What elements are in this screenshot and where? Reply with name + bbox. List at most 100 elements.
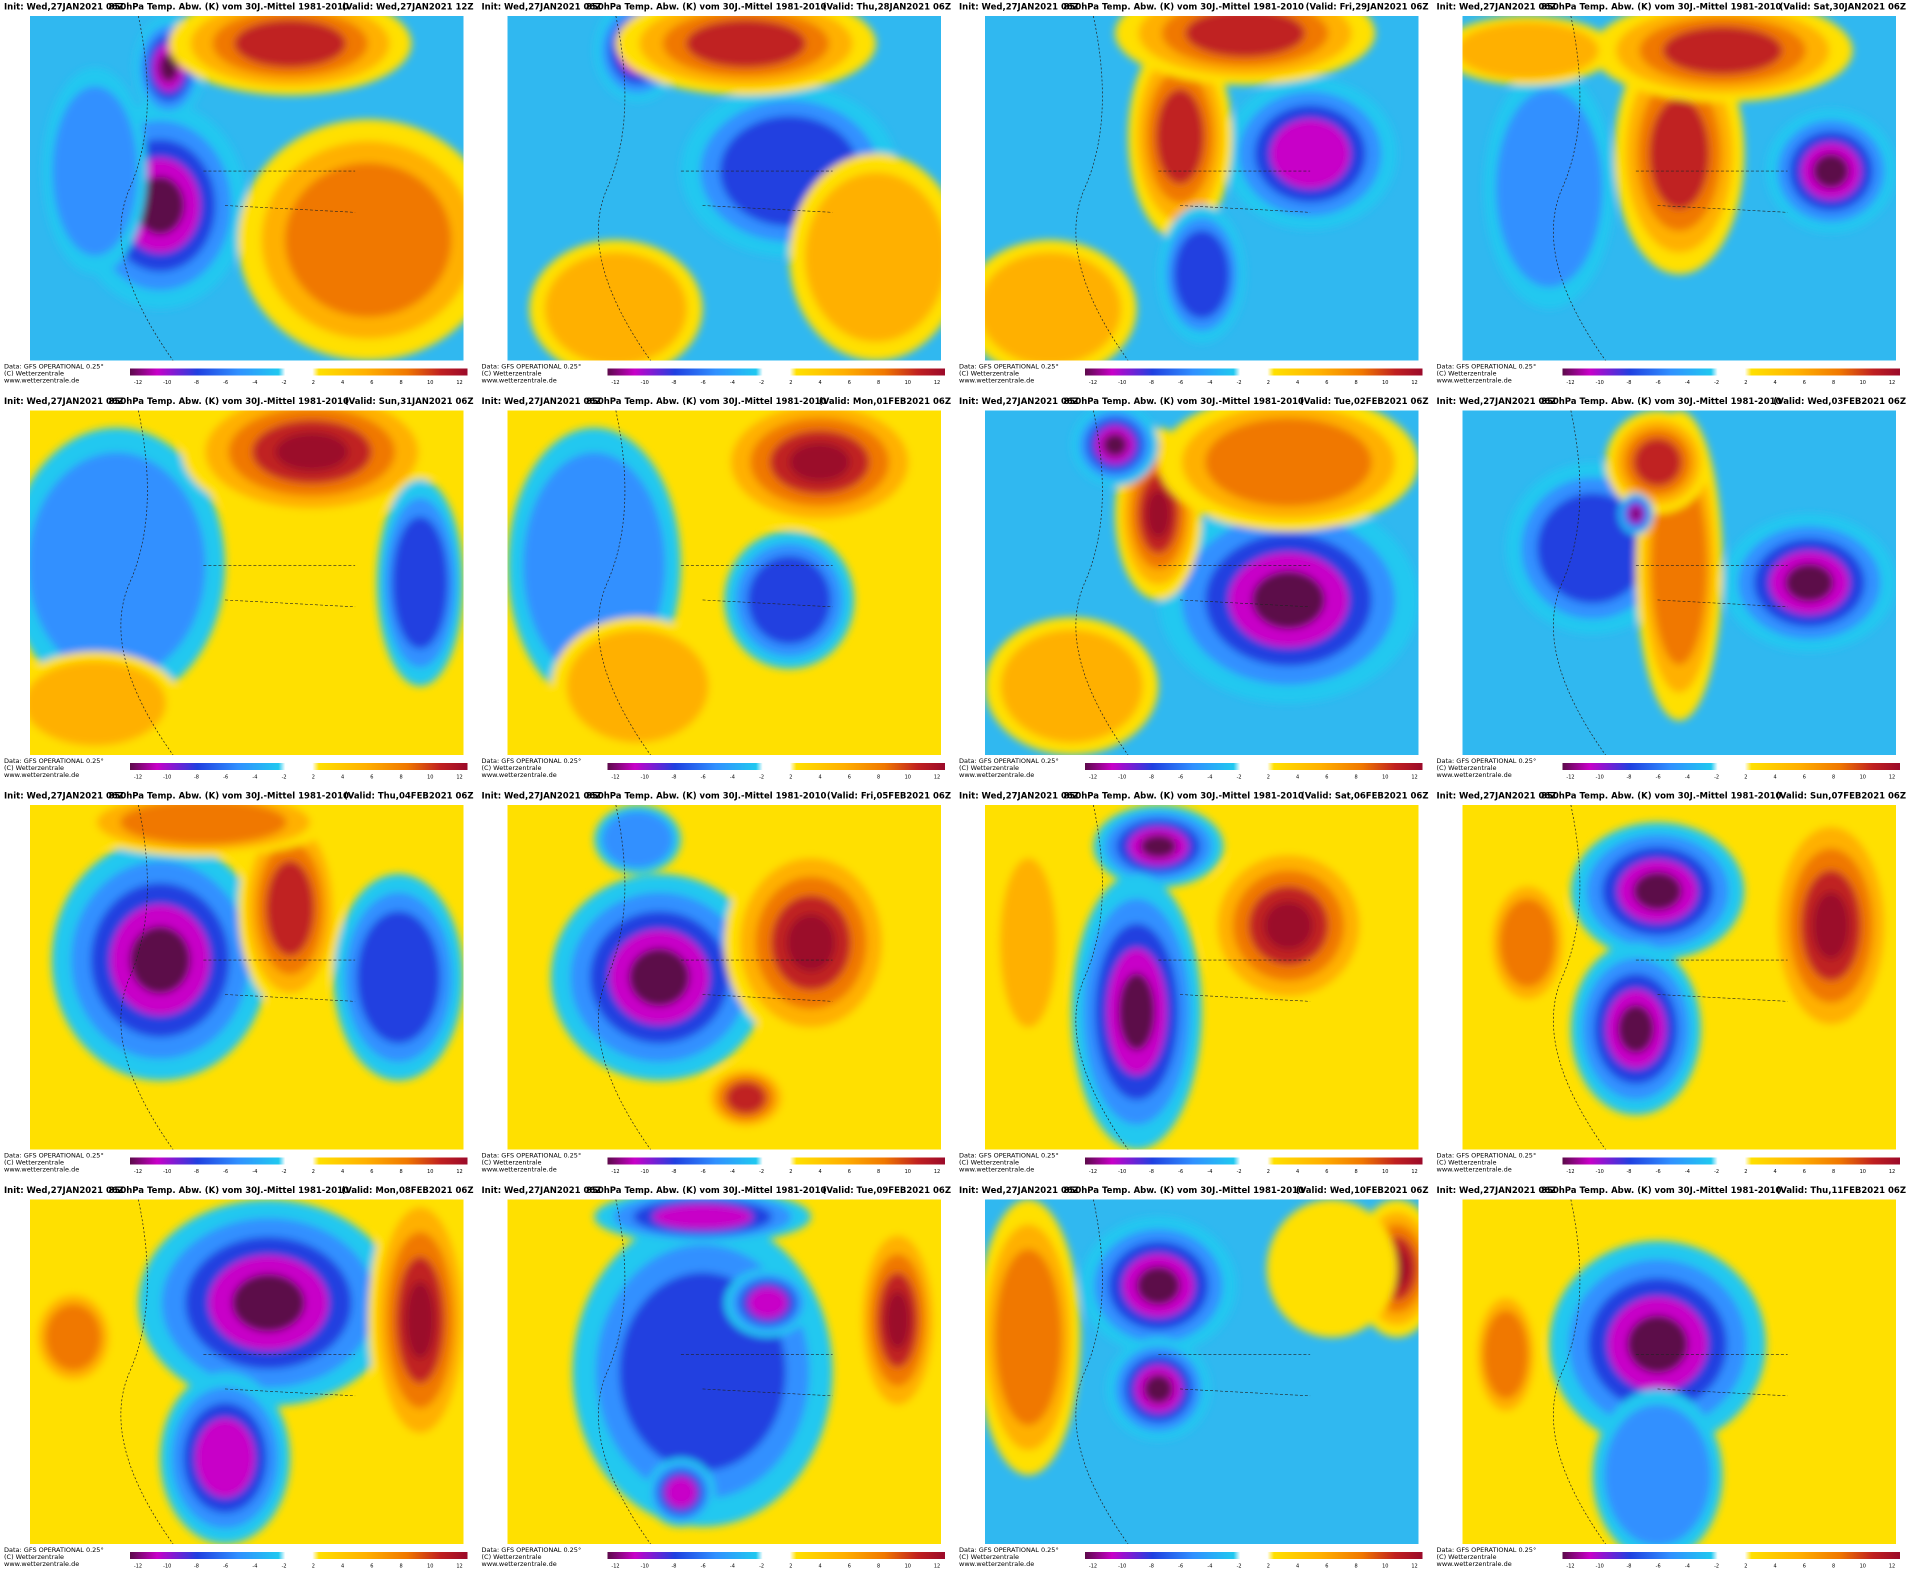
anomaly-map bbox=[985, 410, 1419, 755]
colorbar-tick: 10 bbox=[905, 380, 911, 386]
colorbar-tick: -8 bbox=[671, 1169, 676, 1175]
panel-valid: (Valid: Thu,11FEB2021 06Z bbox=[1776, 1186, 1906, 1196]
panel-footer: www.wetterzentrale.de bbox=[482, 771, 557, 779]
colorbar-tick: -8 bbox=[1626, 380, 1631, 386]
colorbar-tick: 4 bbox=[1296, 380, 1299, 386]
anomaly-map bbox=[30, 16, 464, 361]
colorbar-tick: -10 bbox=[1596, 775, 1604, 781]
colorbar-tick: 4 bbox=[341, 1169, 344, 1175]
panel-footer: www.wetterzentrale.de bbox=[1437, 377, 1512, 385]
panel-footer: (C) Wetterzentrale bbox=[4, 1159, 64, 1167]
colorbar-tick: -4 bbox=[1207, 1564, 1212, 1570]
colorbar-tick: 6 bbox=[1803, 1564, 1806, 1570]
colorbar-tick: 8 bbox=[877, 775, 880, 781]
colorbar-tick: 6 bbox=[1325, 1564, 1328, 1570]
colorbar-tick: 2 bbox=[1267, 380, 1270, 386]
colorbar-tick: -6 bbox=[1178, 1564, 1183, 1570]
colorbar-tick: -12 bbox=[1566, 1564, 1574, 1570]
panel-title: 850hPa Temp. Abw. (K) vom 30J.-Mittel 19… bbox=[1541, 1186, 1782, 1196]
panel-title: 850hPa Temp. Abw. (K) vom 30J.-Mittel 19… bbox=[1064, 3, 1305, 13]
anomaly-map bbox=[1462, 16, 1896, 361]
colorbar-tick: -8 bbox=[194, 775, 199, 781]
colorbar-tick: 4 bbox=[1296, 1564, 1299, 1570]
colorbar-tick: -8 bbox=[1626, 1169, 1631, 1175]
panel-title: 850hPa Temp. Abw. (K) vom 30J.-Mittel 19… bbox=[1064, 792, 1305, 802]
colorbar-tick: 2 bbox=[312, 1564, 315, 1570]
anomaly-map bbox=[30, 1199, 464, 1544]
panel-valid: (Valid: Wed,03FEB2021 06Z bbox=[1773, 397, 1906, 407]
colorbar-tick: -10 bbox=[1118, 775, 1126, 781]
colorbar bbox=[607, 1157, 945, 1165]
colorbar-tick: -12 bbox=[611, 775, 619, 781]
anomaly-map bbox=[507, 16, 941, 361]
panel-footer: Data: GFS OPERATIONAL 0.25° bbox=[4, 1546, 104, 1554]
panel-footer: (C) Wetterzentrale bbox=[4, 764, 64, 772]
colorbar-tick: 2 bbox=[1267, 775, 1270, 781]
anomaly-map bbox=[1462, 410, 1896, 755]
panel-footer: (C) Wetterzentrale bbox=[959, 370, 1019, 378]
colorbar-tick: 12 bbox=[1889, 1564, 1895, 1570]
panel-title: 850hPa Temp. Abw. (K) vom 30J.-Mittel 19… bbox=[109, 1186, 350, 1196]
colorbar-tick: 8 bbox=[1354, 775, 1357, 781]
colorbar-tick: 4 bbox=[341, 380, 344, 386]
panel-footer: www.wetterzentrale.de bbox=[4, 771, 79, 779]
colorbar-tick: -12 bbox=[134, 1564, 142, 1570]
panel-init: Init: Wed,27JAN2021 06Z bbox=[482, 397, 602, 407]
colorbar-tick: -12 bbox=[1566, 1169, 1574, 1175]
colorbar-tick: -6 bbox=[701, 1169, 706, 1175]
panel-valid: (Valid: Tue,02FEB2021 06Z bbox=[1300, 397, 1428, 407]
panel-footer: Data: GFS OPERATIONAL 0.25° bbox=[1437, 1152, 1537, 1160]
colorbar-tick: -4 bbox=[1207, 380, 1212, 386]
colorbar-tick: 12 bbox=[1411, 775, 1417, 781]
colorbar-tick: 2 bbox=[789, 775, 792, 781]
colorbar-tick: 4 bbox=[1296, 1169, 1299, 1175]
colorbar-tick: -2 bbox=[1714, 380, 1719, 386]
anomaly-map bbox=[507, 1199, 941, 1544]
panel-footer: www.wetterzentrale.de bbox=[1437, 1560, 1512, 1568]
colorbar-tick: 12 bbox=[1889, 1169, 1895, 1175]
colorbar-tick: 6 bbox=[848, 1169, 851, 1175]
colorbar-tick: -6 bbox=[701, 1564, 706, 1570]
colorbar-tick: -10 bbox=[163, 1169, 171, 1175]
colorbar-tick: -2 bbox=[759, 1564, 764, 1570]
colorbar-tick: -2 bbox=[282, 1169, 287, 1175]
colorbar-tick: 6 bbox=[370, 1169, 373, 1175]
panel-footer: www.wetterzentrale.de bbox=[959, 1166, 1034, 1174]
colorbar-tick: -6 bbox=[223, 775, 228, 781]
colorbar-tick: 6 bbox=[370, 1564, 373, 1570]
panel-footer: (C) Wetterzentrale bbox=[4, 1553, 64, 1561]
panel-title: 850hPa Temp. Abw. (K) vom 30J.-Mittel 19… bbox=[586, 792, 827, 802]
colorbar-tick: 10 bbox=[1860, 775, 1866, 781]
colorbar-tick: -8 bbox=[1626, 1564, 1631, 1570]
colorbar-tick: 10 bbox=[1860, 1564, 1866, 1570]
panel-footer: (C) Wetterzentrale bbox=[1437, 1553, 1497, 1561]
colorbar-tick: 10 bbox=[1382, 380, 1388, 386]
colorbar-tick: -10 bbox=[1118, 380, 1126, 386]
colorbar-tick: 6 bbox=[1325, 775, 1328, 781]
colorbar-tick: 8 bbox=[1832, 1564, 1835, 1570]
colorbar bbox=[607, 763, 945, 770]
colorbar-tick: -6 bbox=[223, 1564, 228, 1570]
colorbar-tick: -8 bbox=[671, 1564, 676, 1570]
colorbar bbox=[607, 368, 945, 376]
colorbar bbox=[1085, 368, 1423, 376]
colorbar-tick: -4 bbox=[1207, 1169, 1212, 1175]
colorbar-tick: 6 bbox=[1803, 1169, 1806, 1175]
colorbar-tick: 10 bbox=[905, 1564, 911, 1570]
colorbar-tick: -4 bbox=[252, 380, 257, 386]
colorbar-tick: 2 bbox=[1267, 1564, 1270, 1570]
colorbar-tick: -6 bbox=[223, 1169, 228, 1175]
panel-title: 850hPa Temp. Abw. (K) vom 30J.-Mittel 19… bbox=[1541, 397, 1782, 407]
colorbar-tick: 12 bbox=[456, 1564, 462, 1570]
colorbar-tick: -4 bbox=[1685, 1169, 1690, 1175]
panel-title: 850hPa Temp. Abw. (K) vom 30J.-Mittel 19… bbox=[1064, 1186, 1305, 1196]
panel-valid: (Valid: Wed,27JAN2021 12Z bbox=[342, 3, 473, 13]
panel-footer: Data: GFS OPERATIONAL 0.25° bbox=[4, 363, 104, 371]
colorbar-tick: 4 bbox=[1773, 775, 1776, 781]
colorbar-tick: 6 bbox=[1803, 380, 1806, 386]
colorbar-tick: -10 bbox=[1596, 380, 1604, 386]
